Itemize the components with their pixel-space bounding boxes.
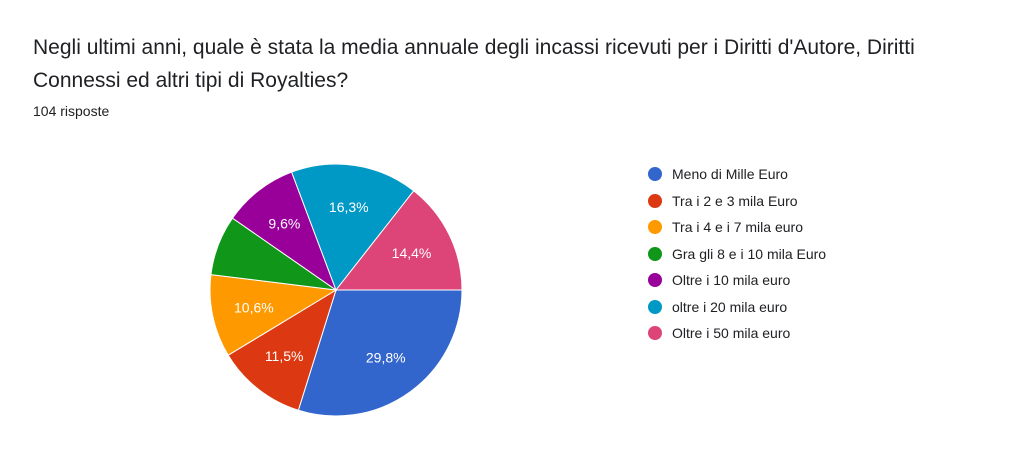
question-title: Negli ultimi anni, quale è stata la medi… bbox=[33, 36, 915, 92]
legend-swatch-icon bbox=[648, 193, 662, 208]
legend-swatch-icon bbox=[648, 273, 662, 288]
legend-label: Oltre i 10 mila euro bbox=[672, 272, 791, 289]
legend-item-1[interactable]: Meno di Mille Euro bbox=[648, 161, 826, 188]
legend-item-2[interactable]: Tra i 2 e 3 mila Euro bbox=[648, 188, 826, 215]
legend-item-4[interactable]: Gra gli 8 e i 10 mila Euro bbox=[648, 241, 826, 268]
legend-label: Oltre i 50 mila euro bbox=[672, 325, 791, 342]
pie-slice-label-7: 14,4% bbox=[392, 245, 432, 261]
legend-label: Tra i 4 e i 7 mila euro bbox=[672, 219, 803, 236]
legend-item-3[interactable]: Tra i 4 e i 7 mila euro bbox=[648, 214, 826, 241]
legend-item-5[interactable]: Oltre i 10 mila euro bbox=[648, 267, 826, 294]
pie-slice-label-3: 10,6% bbox=[234, 300, 274, 316]
pie-slice-label-5: 9,6% bbox=[268, 216, 300, 232]
pie-slice-2[interactable] bbox=[227, 288, 337, 411]
legend-item-7[interactable]: Oltre i 50 mila euro bbox=[648, 320, 826, 347]
pie-slice-3[interactable] bbox=[209, 274, 338, 356]
response-count: 104 risposte bbox=[33, 103, 110, 119]
legend-swatch-icon bbox=[648, 246, 662, 261]
legend-item-6[interactable]: oltre i 20 mila euro bbox=[648, 294, 826, 321]
pie-slice-7[interactable] bbox=[334, 190, 463, 291]
pie-slice-label-1: 29,8% bbox=[366, 350, 406, 366]
chart-legend: Meno di Mille Euro Tra i 2 e 3 mila Euro T… bbox=[648, 161, 826, 347]
legend-label: Meno di Mille Euro bbox=[672, 166, 788, 183]
pie-slice-label-6: 16,3% bbox=[329, 199, 369, 215]
legend-swatch-icon bbox=[648, 326, 662, 341]
legend-swatch-icon bbox=[648, 220, 662, 235]
pie-slice-6[interactable] bbox=[290, 163, 415, 292]
pie-slice-label-2: 11,5% bbox=[265, 348, 304, 364]
pie-slice-1[interactable] bbox=[297, 289, 463, 417]
pie-slice-5[interactable] bbox=[231, 171, 338, 292]
legend-label: Gra gli 8 e i 10 mila Euro bbox=[672, 245, 827, 262]
legend-swatch-icon bbox=[648, 299, 662, 314]
legend-label: Tra i 2 e 3 mila Euro bbox=[672, 192, 798, 209]
legend-swatch-icon bbox=[648, 167, 662, 182]
legend-label: oltre i 20 mila euro bbox=[672, 298, 788, 315]
